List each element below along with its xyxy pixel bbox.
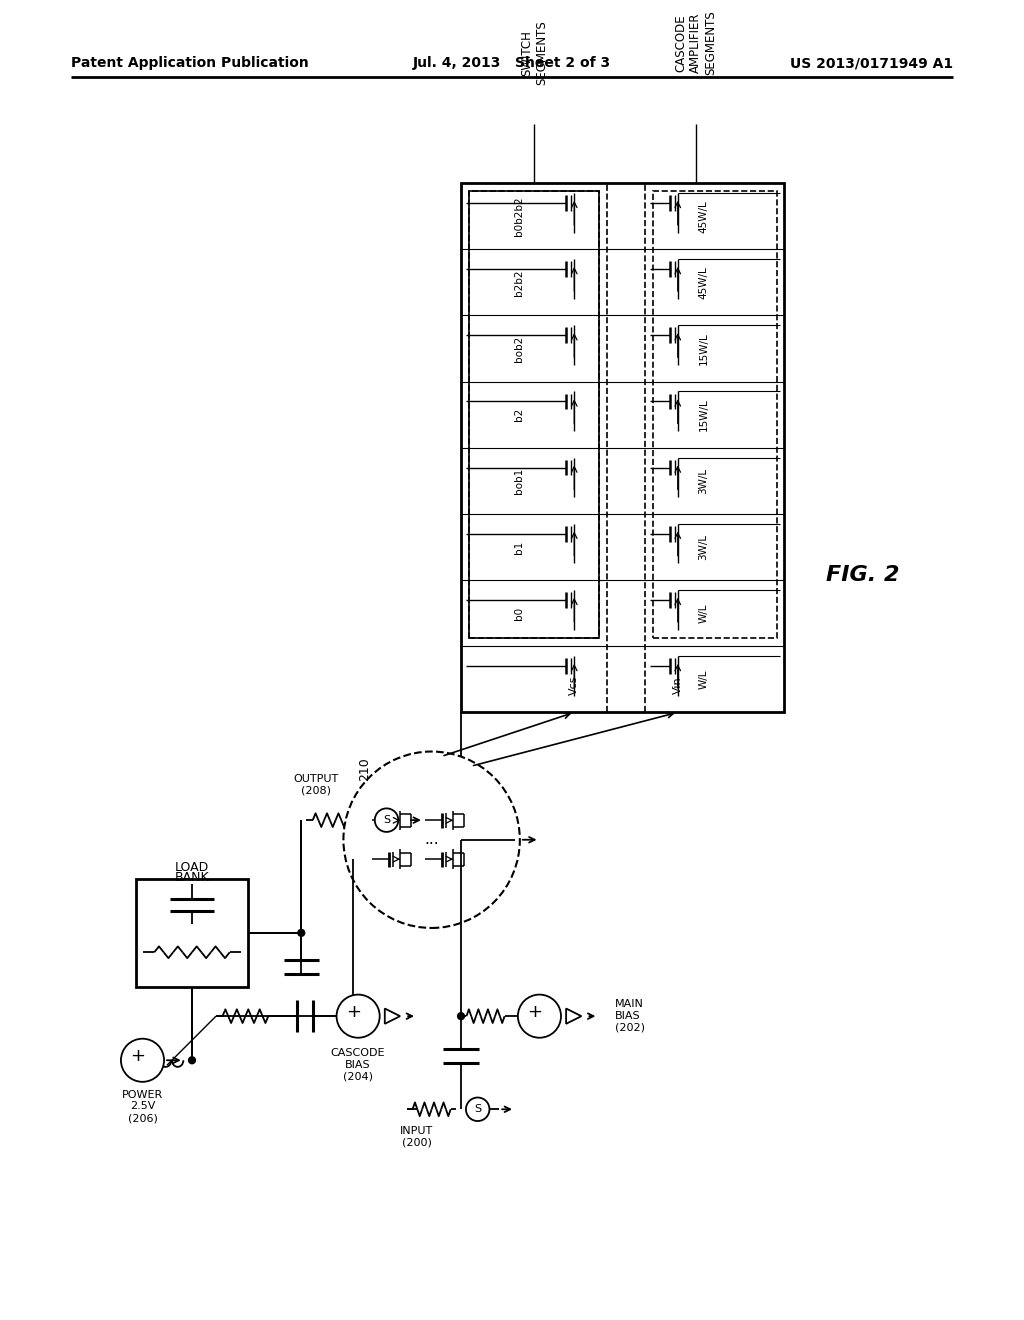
Text: +: + bbox=[130, 1047, 145, 1065]
Text: 45W/L: 45W/L bbox=[698, 199, 709, 232]
Text: POWER: POWER bbox=[122, 1089, 163, 1100]
Polygon shape bbox=[385, 1008, 400, 1024]
Circle shape bbox=[466, 1097, 489, 1121]
Text: 210: 210 bbox=[358, 758, 372, 781]
Circle shape bbox=[298, 929, 305, 936]
Text: bob1: bob1 bbox=[514, 467, 524, 494]
Text: US 2013/0171949 A1: US 2013/0171949 A1 bbox=[790, 57, 953, 70]
Text: b0b2b2: b0b2b2 bbox=[514, 197, 524, 236]
Text: FIG. 2: FIG. 2 bbox=[826, 565, 900, 585]
Text: (208): (208) bbox=[301, 785, 331, 796]
Text: Vin: Vin bbox=[673, 676, 683, 694]
Circle shape bbox=[121, 1039, 164, 1082]
Text: LOAD: LOAD bbox=[175, 861, 209, 874]
Text: +: + bbox=[346, 1003, 360, 1022]
Text: MAIN: MAIN bbox=[614, 999, 644, 1010]
Text: INPUT: INPUT bbox=[400, 1126, 433, 1135]
Text: BIAS: BIAS bbox=[345, 1060, 371, 1071]
Text: b2: b2 bbox=[514, 408, 524, 421]
Circle shape bbox=[518, 994, 561, 1038]
Text: SWITCH
SEGMENTS: SWITCH SEGMENTS bbox=[520, 20, 548, 84]
Bar bbox=[469, 191, 599, 639]
Text: b1: b1 bbox=[514, 540, 524, 553]
Text: b0: b0 bbox=[514, 606, 524, 619]
Text: CASCODE: CASCODE bbox=[331, 1048, 385, 1059]
Text: Vcs: Vcs bbox=[569, 675, 580, 694]
Circle shape bbox=[375, 808, 398, 832]
Text: b2b2: b2b2 bbox=[514, 269, 524, 296]
Text: 15W/L: 15W/L bbox=[698, 399, 709, 432]
Text: 15W/L: 15W/L bbox=[698, 333, 709, 364]
Text: BIAS: BIAS bbox=[614, 1011, 641, 1022]
Text: 45W/L: 45W/L bbox=[698, 265, 709, 298]
Circle shape bbox=[188, 1057, 196, 1064]
Circle shape bbox=[458, 1012, 465, 1019]
Text: Patent Application Publication: Patent Application Publication bbox=[71, 57, 308, 70]
Text: OUTPUT: OUTPUT bbox=[293, 774, 339, 784]
Text: 3W/L: 3W/L bbox=[698, 533, 709, 560]
Bar bbox=[653, 191, 776, 639]
Text: bob2: bob2 bbox=[514, 335, 524, 362]
Bar bbox=[135, 879, 249, 987]
Bar bbox=[469, 191, 599, 639]
Text: 2.5V: 2.5V bbox=[130, 1101, 156, 1111]
Text: Jul. 4, 2013   Sheet 2 of 3: Jul. 4, 2013 Sheet 2 of 3 bbox=[413, 57, 611, 70]
Text: CASCODE
AMPLIFIER
SEGMENTS: CASCODE AMPLIFIER SEGMENTS bbox=[674, 11, 717, 75]
Text: (202): (202) bbox=[614, 1023, 645, 1034]
Text: S: S bbox=[383, 816, 390, 825]
Text: W/L: W/L bbox=[698, 669, 709, 689]
Circle shape bbox=[343, 751, 520, 928]
Text: +: + bbox=[527, 1003, 542, 1022]
Text: BANK: BANK bbox=[175, 871, 209, 884]
Text: 3W/L: 3W/L bbox=[698, 467, 709, 494]
Text: (206): (206) bbox=[128, 1113, 158, 1123]
Bar bbox=[461, 183, 784, 713]
Text: ...: ... bbox=[424, 832, 439, 847]
Text: S: S bbox=[474, 1105, 481, 1114]
Circle shape bbox=[337, 994, 380, 1038]
Text: (204): (204) bbox=[343, 1072, 373, 1082]
Polygon shape bbox=[566, 1008, 582, 1024]
Text: (200): (200) bbox=[402, 1138, 432, 1147]
Text: W/L: W/L bbox=[698, 603, 709, 623]
